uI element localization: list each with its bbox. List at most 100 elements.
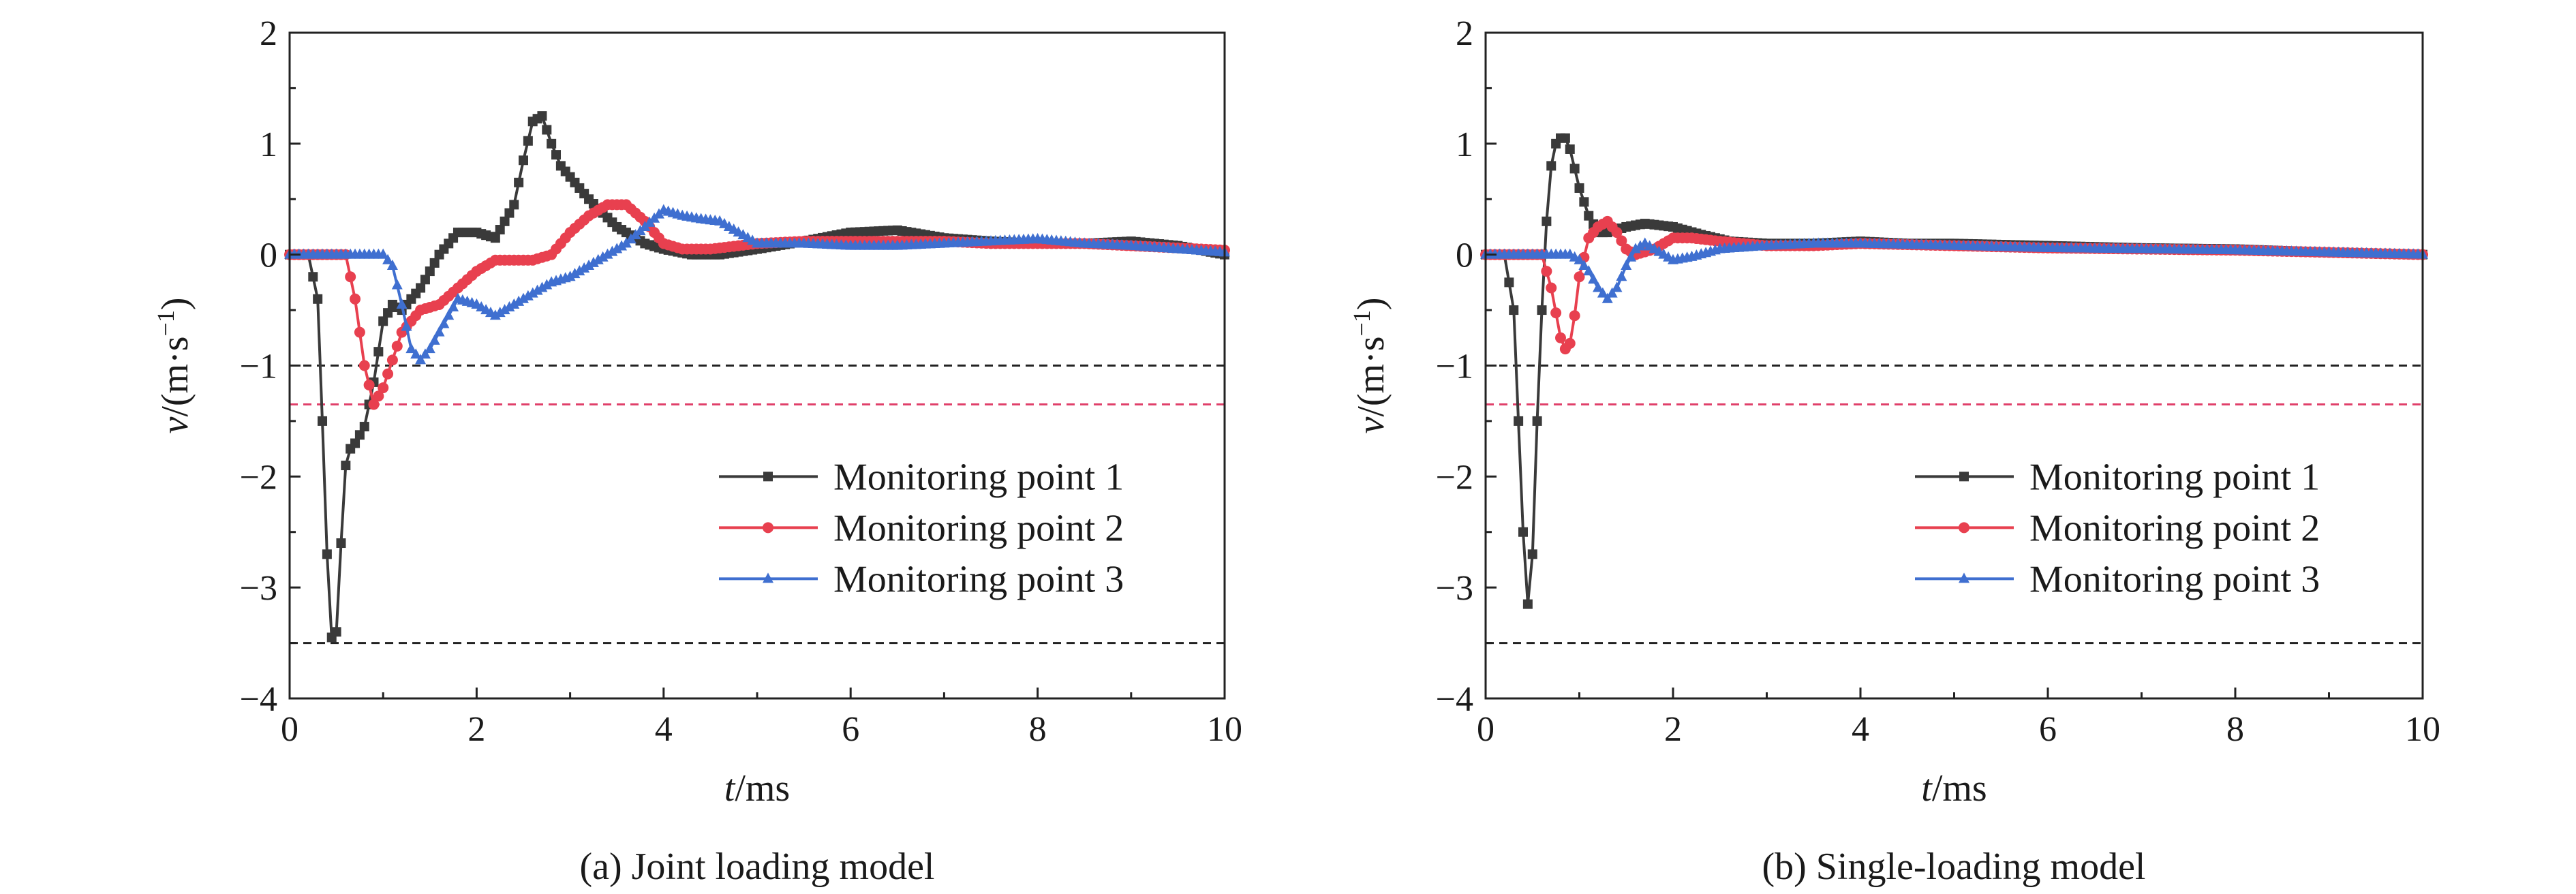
chart-b-series-3-point: [1574, 253, 1585, 264]
chart-a-legend-item-1: Monitoring point 1: [719, 456, 1124, 498]
chart-b-series-1-point: [1560, 133, 1570, 143]
chart-b-x-tick-label: 4: [1852, 710, 1869, 749]
chart-b-series-2-point: [1541, 266, 1552, 277]
chart-a-series-2-point: [345, 271, 356, 283]
chart-b-y-axis-unit: /(m·s: [1350, 336, 1392, 416]
chart-a-legend-marker-3: [763, 572, 773, 583]
chart-a-series-1-point: [383, 308, 393, 318]
chart-b-series-1-point: [1574, 183, 1584, 193]
chart-a-y-tick-label: −4: [240, 680, 277, 719]
chart-a-series-3-point: [508, 298, 520, 309]
chart-a-series-3-point: [569, 268, 581, 279]
chart-b-legend-label-2: Monitoring point 2: [2029, 507, 2320, 549]
chart-a-y-tick-label: −2: [240, 458, 277, 497]
chart-a-series-3-point: [574, 265, 585, 276]
chart-b-series-3-point: [1593, 281, 1604, 292]
chart-b-legend-marker-1: [1959, 472, 1969, 482]
chart-b-legend-label-1: Monitoring point 1: [2029, 456, 2320, 498]
chart-a-series-1-point: [318, 416, 328, 426]
chart-b-series-1-point: [1546, 161, 1557, 171]
chart-b-series-1-point: [1579, 197, 1589, 207]
chart-a-series-3-point: [536, 281, 548, 292]
chart-a-y-axis-unit: /(m·s: [154, 336, 196, 416]
chart-b-legend-marker-2: [1959, 522, 1969, 534]
chart-a-series-1-point: [308, 272, 318, 282]
chart-a-series-3-point: [522, 290, 534, 300]
chart-b-caption: (b) Single-loading model: [1762, 846, 2145, 888]
chart-a-series-1-point: [322, 549, 332, 559]
chart-a-series-2-point: [391, 341, 403, 352]
chart-b-series-3-point: [1578, 259, 1590, 270]
chart-a-series-3-point: [583, 259, 595, 270]
chart-b-x-tick-label: 10: [2405, 710, 2440, 749]
chart-a-series-1-point: [504, 208, 515, 218]
chart-a-series-1-point: [313, 294, 323, 304]
chart-a-x-tick-label: 8: [1029, 710, 1047, 749]
chart-a-series-3-point: [419, 348, 431, 359]
chart-a-legend-label-1: Monitoring point 1: [833, 456, 1124, 498]
chart-b-x-axis-title: t/ms: [1921, 767, 1987, 810]
chart-b-series-2-point: [1616, 235, 1627, 247]
chart-a-legend-label-2: Monitoring point 2: [833, 507, 1124, 549]
chart-a-x-tick-label: 4: [655, 710, 673, 749]
chart-a-y-tick-label: −3: [240, 569, 277, 608]
chart-a-series-1-point: [542, 125, 552, 135]
chart-a-series-1-point: [514, 177, 524, 187]
chart-a-series-3-point: [597, 251, 609, 262]
chart-a-series-3-point: [616, 240, 628, 251]
chart-a-series-3-point: [401, 320, 412, 331]
chart-b-series-1-point: [1532, 416, 1542, 426]
chart-b-series-2-point: [1546, 282, 1557, 294]
chart-a-series-3-point: [415, 354, 427, 365]
chart-a-y-tick-label: 0: [260, 236, 277, 275]
chart-a-series-3-point: [532, 284, 543, 295]
chart-b-y-axis-title: v/(m·s−1): [1348, 297, 1392, 433]
chart-a-x-tick-label: 2: [467, 710, 485, 749]
chart-a-series-1-point: [420, 275, 430, 285]
chart-b-y-axis-unit-close: ): [1350, 297, 1392, 310]
chart-a-series-1-point: [429, 258, 440, 268]
chart-b-series-2-point: [1569, 310, 1580, 322]
chart-a-series-2-point: [363, 379, 375, 390]
chart-single-loading: 0 2 4 6 8 10−4−3−2−1012t/msv/(m·s−1)Monitorin…: [1348, 14, 2440, 888]
chart-b-legend-marker-3: [1959, 572, 1969, 583]
chart-a-series-3-point: [405, 343, 417, 354]
chart-a-series-1-point: [509, 200, 519, 210]
chart-b-series-3-point: [1588, 273, 1599, 284]
chart-a-series-3-point: [579, 262, 590, 273]
chart-a-series-3-point: [513, 295, 525, 306]
chart-b-x-tick-label: 6: [2039, 710, 2057, 749]
chart-b-series-1-point: [1509, 305, 1519, 315]
chart-b-y-axis-symbol: v: [1350, 417, 1392, 434]
chart-b-legend-item-3: Monitoring point 3: [1915, 558, 2320, 600]
chart-a-series-1-point: [416, 283, 426, 293]
chart-a-series-3-point: [391, 279, 403, 290]
chart-a-series-1-point: [341, 461, 351, 471]
chart-b-x-tick-label: 8: [2226, 710, 2244, 749]
chart-b-series-3-point: [1601, 292, 1613, 303]
chart-b-series-1-point: [1584, 211, 1594, 221]
chart-b-series-2-point: [1574, 271, 1585, 283]
chart-a-series-1-point: [354, 430, 365, 440]
chart-b-x-axis-unit: /ms: [1932, 767, 1987, 810]
chart-b-y-tick-label: −2: [1436, 458, 1473, 497]
chart-b-series-3-point: [1621, 259, 1632, 270]
chart-b-series-1-point: [1565, 144, 1575, 154]
chart-b-series-3-point: [1634, 240, 1646, 251]
chart-a-series-1-point: [378, 316, 388, 326]
chart-a-x-axis-title: t/ms: [724, 767, 790, 810]
chart-a-series-3-point: [592, 253, 604, 264]
chart-b-legend-item-2: Monitoring point 2: [1915, 507, 2320, 549]
chart-a-y-axis-symbol: v: [154, 417, 196, 434]
chart-a-series-3-point: [602, 248, 613, 259]
chart-a-series-2-point: [354, 326, 365, 338]
chart-b-y-tick-label: 1: [1456, 125, 1473, 164]
chart-b-series-2-point: [1564, 337, 1576, 349]
chart-a-x-tick-label: 10: [1207, 710, 1242, 749]
chart-a-series-3-point: [564, 271, 576, 281]
chart-b-series-1-point: [1569, 164, 1580, 174]
chart-b-x-tick-label: 0: [1477, 710, 1494, 749]
chart-b-series-1-point: [1514, 416, 1524, 426]
chart-a-series-3-point: [424, 343, 435, 354]
